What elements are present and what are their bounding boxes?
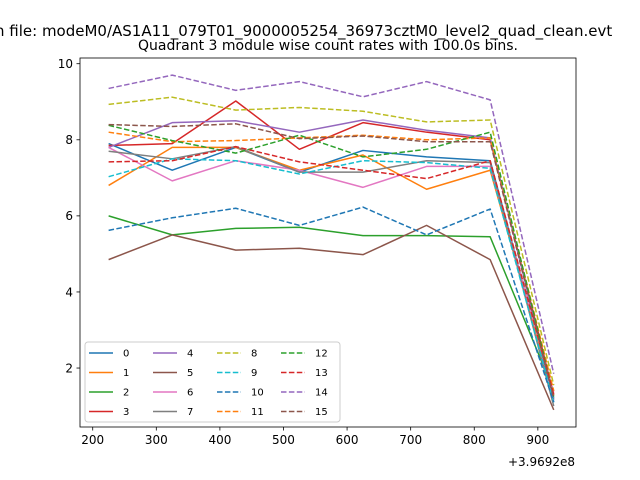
y-tick-label: 6: [65, 209, 73, 223]
x-tick-label: 800: [463, 433, 486, 447]
figure-suptitle: n file: modeM0/AS1A11_079T01_9000005254_…: [0, 22, 612, 41]
series-line-7: [108, 145, 555, 407]
series-line-13: [108, 145, 555, 395]
legend-label: 9: [251, 368, 257, 379]
y-tick-label: 8: [65, 133, 73, 147]
legend-label: 7: [187, 407, 193, 418]
series-line-4: [108, 119, 555, 401]
series-line-15: [108, 123, 555, 399]
y-tick-label: 10: [58, 57, 73, 71]
series-line-8: [108, 96, 555, 386]
legend-label: 8: [251, 349, 257, 360]
legend-label: 10: [251, 388, 264, 399]
chart-title: Quadrant 3 module wise count rates with …: [138, 38, 518, 54]
legend-label: 12: [315, 349, 328, 360]
series-line-9: [108, 158, 555, 403]
x-tick-label: 700: [399, 433, 422, 447]
series-line-6: [108, 146, 555, 393]
series-line-0: [108, 142, 555, 399]
series-line-12: [108, 124, 555, 397]
legend-label: 0: [123, 349, 129, 360]
legend-label: 2: [123, 388, 129, 399]
legend-label: 5: [187, 368, 193, 379]
legend-label: 4: [187, 349, 193, 360]
legend-label: 11: [251, 407, 264, 418]
series-line-1: [108, 146, 555, 395]
series-line-5: [108, 224, 555, 411]
x-tick-label: 300: [145, 433, 168, 447]
x-axis-offset-label: +3.9692e8: [508, 455, 575, 469]
x-tick-label: 400: [208, 433, 231, 447]
series-line-2: [108, 215, 555, 392]
y-tick-label: 2: [65, 361, 73, 375]
axes-frame: [79, 57, 577, 428]
legend-label: 6: [187, 388, 193, 399]
x-tick-label: 200: [81, 433, 104, 447]
series-line-10: [108, 206, 555, 403]
x-tick-label: 500: [272, 433, 295, 447]
legend-label: 13: [315, 368, 328, 379]
series-line-11: [108, 131, 555, 392]
legend-frame: [84, 341, 341, 423]
legend-label: 14: [315, 388, 328, 399]
x-tick-label: 600: [336, 433, 359, 447]
series-line-14: [108, 74, 555, 374]
legend-label: 1: [123, 368, 129, 379]
legend-label: 3: [123, 407, 129, 418]
legend-label: 15: [315, 407, 328, 418]
x-tick-label: 900: [526, 433, 549, 447]
y-tick-label: 4: [65, 285, 73, 299]
